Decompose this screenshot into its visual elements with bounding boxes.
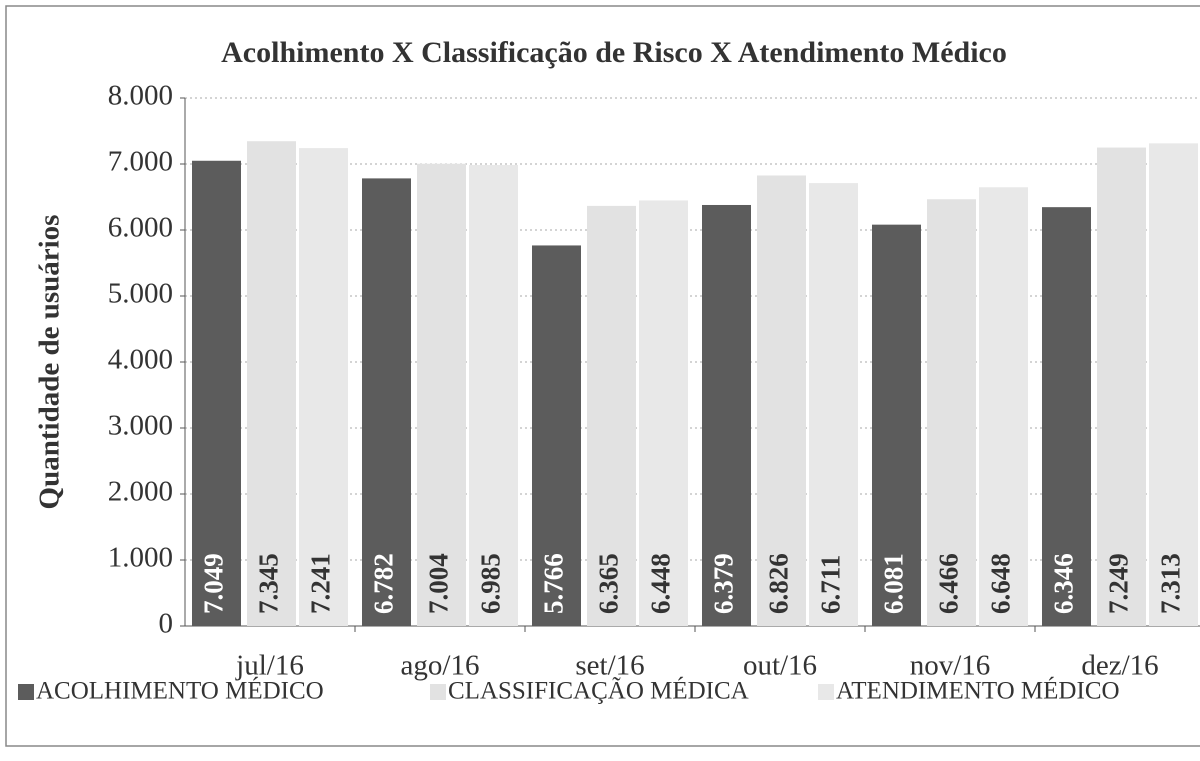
data-label: 6.826 xyxy=(764,553,794,614)
bar xyxy=(362,178,411,626)
data-label: 7.249 xyxy=(1104,553,1134,614)
data-label: 6.448 xyxy=(646,553,676,614)
data-label: 6.711 xyxy=(816,555,846,614)
data-label: 7.241 xyxy=(306,553,336,614)
bar xyxy=(872,224,921,627)
legend-label: ATENDIMENTO MÉDICO xyxy=(836,677,1120,705)
bar xyxy=(299,148,348,626)
x-tick-label: set/16 xyxy=(575,650,644,682)
bar xyxy=(1042,207,1091,626)
legend-swatch xyxy=(430,684,446,700)
x-tick-label: out/16 xyxy=(743,650,817,682)
data-label: 6.379 xyxy=(709,553,739,614)
bar xyxy=(1097,147,1146,627)
data-label: 6.648 xyxy=(986,553,1016,614)
y-tick-label: 6.000 xyxy=(108,212,173,244)
bar xyxy=(532,245,581,626)
chart-border xyxy=(5,5,1200,747)
bar xyxy=(927,199,976,626)
y-tick-label: 1.000 xyxy=(108,542,173,574)
x-tick-label: nov/16 xyxy=(910,650,991,682)
bar xyxy=(702,204,751,626)
data-label: 7.004 xyxy=(424,553,454,614)
bar xyxy=(979,187,1028,626)
data-label: 6.365 xyxy=(594,553,624,614)
bar xyxy=(587,205,636,626)
data-label: 7.345 xyxy=(254,553,284,614)
legend-swatch xyxy=(18,684,34,700)
bar xyxy=(1149,143,1198,627)
data-label: 7.049 xyxy=(199,553,229,614)
bar xyxy=(639,200,688,626)
bar xyxy=(757,175,806,626)
legend-label: CLASSIFICAÇÃO MÉDICA xyxy=(448,677,749,705)
y-tick-label: 5.000 xyxy=(108,278,173,310)
y-tick-label: 3.000 xyxy=(108,410,173,442)
x-tick-label: ago/16 xyxy=(401,650,480,682)
data-label: 6.782 xyxy=(369,553,399,614)
bar xyxy=(247,141,296,627)
bar xyxy=(192,160,241,627)
bar xyxy=(417,163,466,626)
bar xyxy=(809,183,858,626)
y-tick-label: 8.000 xyxy=(108,80,173,112)
legend-label: ACOLHIMENTO MÉDICO xyxy=(36,677,324,705)
x-tick-label: jul/16 xyxy=(235,650,304,682)
data-label: 6.466 xyxy=(934,553,964,614)
data-label: 6.081 xyxy=(879,553,909,614)
y-tick-label: 2.000 xyxy=(108,476,173,508)
legend-swatch xyxy=(818,684,834,700)
chart-title: Acolhimento X Classificação de Risco X A… xyxy=(221,36,1007,69)
data-label: 6.346 xyxy=(1049,553,1079,614)
y-tick-label: 0 xyxy=(159,608,174,640)
y-axis-title: Quantidade de usuários xyxy=(34,215,66,510)
bar xyxy=(469,164,518,627)
data-label: 7.313 xyxy=(1156,553,1186,614)
data-label: 5.766 xyxy=(539,553,569,614)
data-label: 6.985 xyxy=(476,553,506,614)
y-tick-label: 7.000 xyxy=(108,146,173,178)
x-tick-label: dez/16 xyxy=(1081,650,1158,682)
y-tick-label: 4.000 xyxy=(108,344,173,376)
